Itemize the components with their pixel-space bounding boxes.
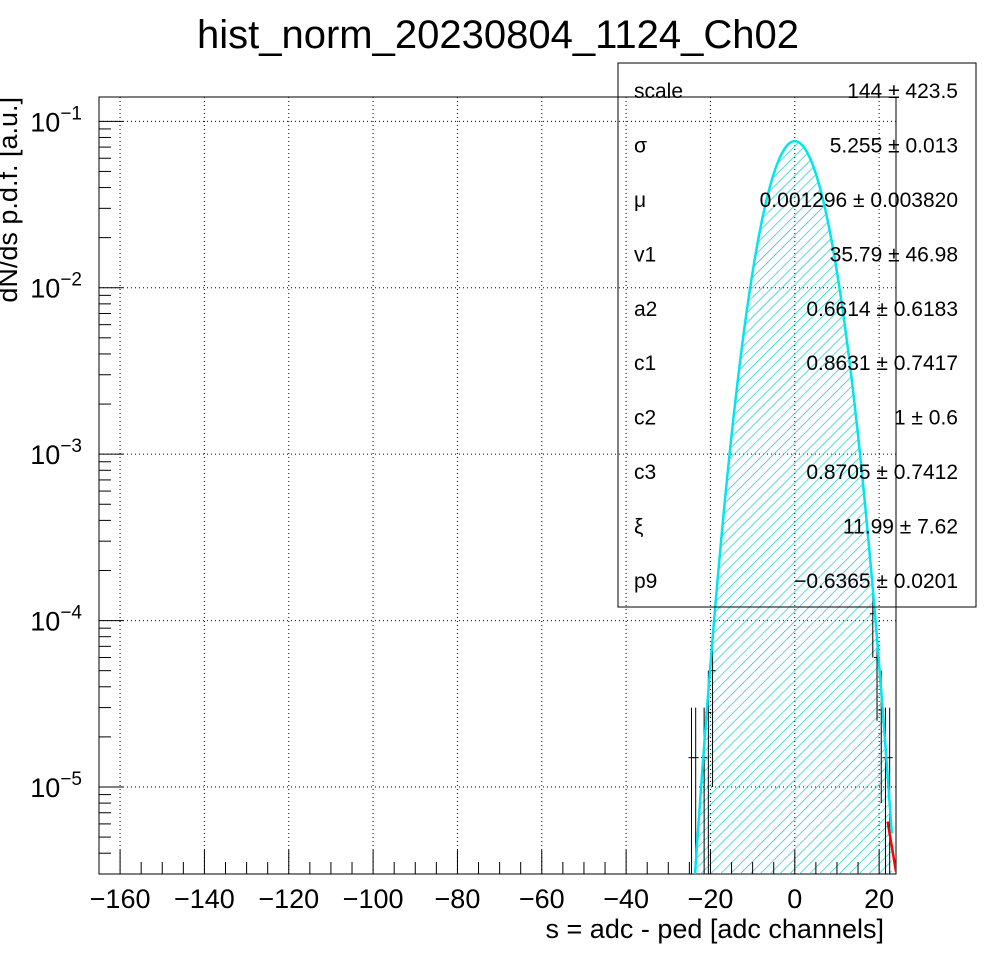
x-tick-label: 0	[787, 884, 802, 914]
stat-value: 1 ± 0.6	[894, 407, 958, 430]
stat-name: σ	[634, 135, 647, 158]
stat-name: c3	[634, 461, 656, 484]
axes: −160 −140 −120 −100 −80 −60 −40 −20 0 20 10−5 10−4 1…	[30, 103, 894, 914]
stat-name: ξ	[634, 515, 643, 538]
stat-name: scale	[634, 80, 683, 103]
y-tick-label: 10−3	[30, 436, 82, 470]
x-tick-label: −160	[90, 884, 151, 914]
stat-value: −0.6365 ± 0.0201	[794, 570, 958, 593]
stat-value: 11.99 ± 7.62	[843, 515, 958, 538]
stat-value: 5.255 ± 0.013	[830, 135, 958, 158]
stat-name: c2	[634, 407, 656, 430]
fit-curve	[693, 139, 894, 874]
stat-value: 0.6614 ± 0.6183	[806, 298, 958, 321]
y-tick-label: 10−2	[30, 270, 82, 304]
x-tick-label: −80	[435, 884, 481, 914]
fit-hatched-area	[689, 141, 892, 874]
stats-box-frame	[617, 62, 977, 608]
stat-value: 35.79 ± 46.98	[830, 243, 958, 266]
x-tick-label: −40	[603, 884, 649, 914]
stat-name: a2	[634, 298, 657, 321]
y-tick-label: 10−1	[30, 103, 82, 137]
y-axis-label: dN/ds p.d.f. [a.u.]	[0, 97, 23, 303]
stat-value: 0.8631 ± 0.7417	[806, 352, 958, 375]
stat-name: c1	[634, 352, 656, 375]
stat-value: 0.001296 ± 0.003820	[760, 189, 958, 212]
x-tick-label: 20	[864, 884, 894, 914]
y-tick-label: 10−5	[30, 769, 82, 803]
stat-name: p9	[634, 570, 657, 593]
y-tick-label: 10−4	[30, 603, 82, 637]
x-tick-label: −60	[519, 884, 565, 914]
stats-box: scale 144 ± 423.5 σ 5.255 ± 0.013 μ 0.001296 …	[617, 62, 977, 608]
stat-value: 0.8705 ± 0.7412	[806, 461, 958, 484]
x-tick-label: −20	[688, 884, 734, 914]
chart-title: hist_norm_20230804_1124_Ch02	[197, 13, 799, 57]
stat-name: μ	[634, 189, 646, 212]
x-tick-label: −100	[343, 884, 404, 914]
stat-value: 144 ± 423.5	[847, 80, 958, 103]
x-tick-label: −120	[258, 884, 319, 914]
tail-fit-curve	[886, 821, 896, 872]
x-tick-label: −140	[174, 884, 235, 914]
x-axis-label: s = adc - ped [adc channels]	[546, 914, 884, 944]
fit-fill	[689, 141, 892, 874]
stat-name: v1	[634, 243, 656, 266]
fit-curves	[693, 139, 896, 874]
